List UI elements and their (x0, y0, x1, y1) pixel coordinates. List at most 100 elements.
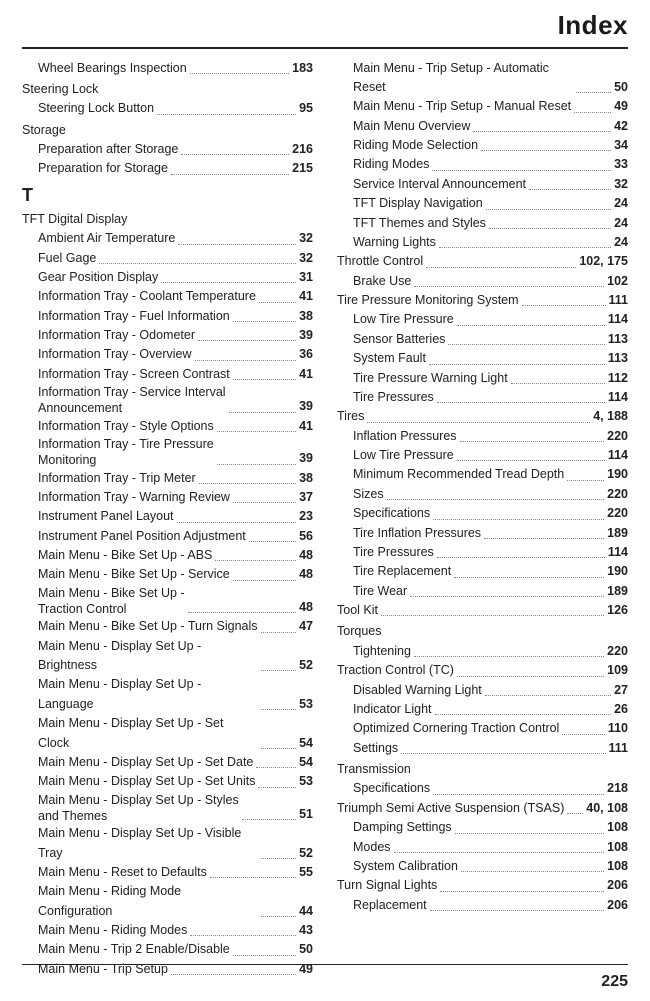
page-ref: 52 (299, 844, 313, 863)
index-page: Index Wheel Bearings Inspection183Steeri… (0, 0, 650, 1001)
leader-line (448, 344, 604, 345)
index-entry: Modes108 (337, 838, 628, 857)
page-ref: 39 (299, 397, 313, 416)
index-entry: Preparation for Storage215 (22, 159, 313, 178)
entry-label: Main Menu - Reset to Defaults (38, 863, 207, 882)
leader-line (233, 379, 296, 380)
index-entry: Damping Settings 108 (337, 818, 628, 837)
entry-label: Tire Wear (353, 582, 407, 601)
leader-line (576, 92, 611, 93)
entry-label: Modes (353, 838, 391, 857)
index-entry: Information Tray - Odometer39 (22, 326, 313, 345)
entry-label: Information Tray - Warning Review (38, 488, 230, 507)
index-entry: Riding Mode Selection34 (337, 136, 628, 155)
leader-line (473, 131, 611, 132)
page-ref: 114 (608, 543, 628, 562)
entry-label: Information Tray - Overview (38, 345, 192, 364)
page-ref: 111 (609, 739, 628, 758)
page-ref: 48 (299, 546, 313, 565)
leader-line (457, 676, 604, 677)
entry-label: Preparation after Storage (38, 140, 178, 159)
leader-line (256, 767, 296, 768)
entry-label: Tire Pressures (353, 388, 434, 407)
index-entry: Information Tray - Fuel Information38 (22, 307, 313, 326)
leader-line (433, 794, 604, 795)
entry-label: Damping Settings (353, 818, 452, 837)
leader-line (435, 714, 612, 715)
page-ref: 108 (607, 857, 628, 876)
page-ref: 206 (607, 896, 628, 915)
leader-line (484, 538, 604, 539)
page-ref: 50 (299, 940, 313, 959)
leader-line (198, 340, 296, 341)
page-ref: 114 (608, 446, 628, 465)
leader-line (414, 656, 604, 657)
page-ref: 43 (299, 921, 313, 940)
page-ref: 95 (299, 99, 313, 118)
leader-line (455, 833, 604, 834)
index-entry: Tightening220 (337, 642, 628, 661)
index-entry: Main Menu - Bike Set Up -Traction Contro… (22, 585, 313, 618)
entry-label: Main Menu - Trip Setup - Manual Reset (353, 97, 571, 116)
group-heading: Steering Lock (22, 80, 313, 99)
leader-line (188, 612, 297, 613)
leader-line (433, 519, 604, 520)
section-letter: T (22, 185, 313, 206)
page-ref: 102 (607, 272, 628, 291)
leader-line (233, 955, 296, 956)
page-ref: 41 (299, 417, 313, 436)
index-entry: Information Tray - Tire PressureMonitori… (22, 436, 313, 469)
leader-line (233, 321, 296, 322)
index-entry: Triumph Semi Active Suspension (TSAS)40,… (337, 799, 628, 818)
index-entry: Instrument Panel Position Adjustment 56 (22, 527, 313, 546)
entry-label: Tightening (353, 642, 411, 661)
page-ref: 49 (614, 97, 628, 116)
entry-label: Fuel Gage (38, 249, 96, 268)
page-ref: 31 (299, 268, 313, 287)
page-ref: 32 (299, 229, 313, 248)
index-entry: Tire Pressure Monitoring System111 (337, 291, 628, 310)
page-title: Index (22, 10, 628, 41)
page-ref: 53 (299, 772, 313, 791)
page-ref: 44 (299, 902, 313, 921)
index-entry: Main Menu - Trip 2 Enable/Disable 50 (22, 940, 313, 959)
index-entry: Main Menu - Display Set Up - Visible Tra… (22, 824, 313, 863)
entry-label: Main Menu - Trip 2 Enable/Disable (38, 940, 230, 959)
entry-label: Brake Use (353, 272, 411, 291)
leader-line (574, 112, 611, 113)
index-entry: Information Tray - Service IntervalAnnou… (22, 384, 313, 417)
entry-label: TFT Themes and Styles (353, 214, 486, 233)
index-entry: Information Tray - Style Options41 (22, 417, 313, 436)
page-ref: 55 (299, 863, 313, 882)
leader-line (261, 632, 297, 633)
entry-label: Main Menu - Display Set Up - Set Date (38, 753, 253, 772)
page-ref: 27 (614, 681, 628, 700)
index-entry: Tire Pressures114 (337, 388, 628, 407)
page-ref: 23 (299, 507, 313, 526)
leader-line (486, 209, 611, 210)
index-entry: Sizes220 (337, 485, 628, 504)
entry-label: Riding Mode Selection (353, 136, 478, 155)
page-ref: 41 (299, 287, 313, 306)
index-entry: Information Tray - Coolant Temperature41 (22, 287, 313, 306)
index-entry: Traction Control (TC)109 (337, 661, 628, 680)
index-entry: Warning Lights24 (337, 233, 628, 252)
entry-label: Instrument Panel Position Adjustment (38, 527, 246, 546)
page-ref: 24 (614, 233, 628, 252)
page-ref: 216 (292, 140, 313, 159)
entry-label: Specifications (353, 504, 430, 523)
page-ref: 189 (607, 524, 628, 543)
page-ref: 56 (299, 527, 313, 546)
page-ref: 220 (607, 504, 628, 523)
entry-label: Tires (337, 407, 364, 426)
entry-label: System Calibration (353, 857, 458, 876)
page-ref: 50 (614, 78, 628, 97)
entry-label: Gear Position Display (38, 268, 158, 287)
page-ref: 108 (607, 818, 628, 837)
page-ref: 47 (299, 617, 313, 636)
page-ref: 110 (608, 719, 628, 738)
leader-line (394, 852, 605, 853)
index-entry: Main Menu - Bike Set Up - Turn Signals47 (22, 617, 313, 636)
leader-line (233, 502, 296, 503)
entry-label: Information Tray - Service IntervalAnnou… (38, 384, 226, 417)
